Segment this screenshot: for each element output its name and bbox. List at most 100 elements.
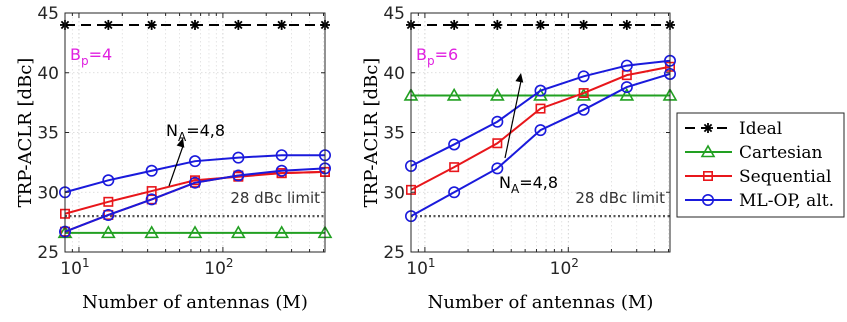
y-tick-label: 40 <box>37 64 59 84</box>
annotation-arrowhead <box>176 138 185 148</box>
limit-label: 28 dBc limit <box>230 189 320 207</box>
legend-label: Cartesian <box>739 143 822 163</box>
legend-marker <box>703 123 713 133</box>
data-point <box>102 174 115 187</box>
series-line <box>64 154 325 194</box>
data-point <box>449 19 460 30</box>
legend: Ideal Cartesian Sequential ML-OP, alt. <box>676 112 845 218</box>
limit-label: 28 dBc limit <box>575 189 665 207</box>
data-point <box>577 70 590 83</box>
data-point-shape <box>146 194 157 205</box>
data-point <box>578 19 589 30</box>
data-point-stroke <box>579 20 588 30</box>
x-axis-label: Number of antennas (M) <box>82 292 308 313</box>
data-point-shape <box>274 225 290 239</box>
data-point <box>146 19 157 30</box>
series-line <box>410 65 671 191</box>
data-point-shape <box>577 103 590 116</box>
data-point-shape <box>535 103 546 114</box>
data-point <box>620 59 633 72</box>
data-point <box>534 84 547 97</box>
data-point-shape <box>491 162 504 175</box>
data-point <box>276 19 287 30</box>
legend-marker-stroke <box>703 123 713 133</box>
legend-entry: Sequential <box>685 167 831 187</box>
legend-entry: Ideal <box>685 119 782 139</box>
data-point <box>492 138 503 149</box>
data-point <box>275 149 288 162</box>
data-point-shape <box>189 155 202 168</box>
y-tick-label: 30 <box>383 183 405 203</box>
data-point <box>491 162 504 175</box>
data-point-shape <box>230 225 246 239</box>
data-point-shape <box>187 225 203 239</box>
data-point-shape <box>102 174 115 187</box>
chart-panel-left: 28 dBc limit 25 30 35 40 45 101 102 Number of an… <box>15 4 333 313</box>
data-point-stroke <box>622 20 632 30</box>
data-point <box>275 164 288 177</box>
data-point-stroke <box>147 20 156 30</box>
data-point <box>187 225 203 239</box>
data-point-shape <box>578 88 589 99</box>
series-line <box>410 72 671 218</box>
data-point-stroke <box>449 20 459 30</box>
y-tick-label: 25 <box>37 243 59 263</box>
data-point-shape <box>232 169 245 182</box>
data-point-shape <box>449 162 460 173</box>
data-point-stroke <box>536 20 545 30</box>
data-point-shape <box>145 164 158 177</box>
data-point-shape <box>100 225 116 239</box>
data-point <box>103 196 114 207</box>
panel-label: Bp=4 <box>70 45 112 68</box>
data-point-shape <box>103 196 114 207</box>
data-point <box>448 186 461 199</box>
data-point <box>103 209 114 220</box>
data-point <box>535 103 546 114</box>
data-point <box>103 19 114 30</box>
data-point <box>492 19 503 30</box>
legend-marker-shape <box>701 194 714 207</box>
data-point-shape <box>145 193 158 206</box>
data-point <box>102 208 115 221</box>
data-point-shape <box>620 81 633 94</box>
data-point-shape <box>275 149 288 162</box>
legend-label: Ideal <box>739 119 782 139</box>
data-point-shape <box>448 186 461 199</box>
data-point-shape <box>446 87 462 101</box>
legend-entry: Cartesian <box>685 143 822 163</box>
data-point <box>144 225 160 239</box>
legend-marker <box>702 171 713 182</box>
data-point <box>232 151 245 164</box>
annotation-label: NA=4,8 <box>499 173 558 196</box>
x-tick-label: 102 <box>204 256 233 279</box>
data-point <box>274 225 290 239</box>
legend-entry: ML-OP, alt. <box>685 191 834 211</box>
data-point <box>621 19 632 30</box>
data-point-shape <box>577 70 590 83</box>
data-point-shape <box>534 84 547 97</box>
data-point-shape <box>619 87 635 101</box>
y-tick-label: 30 <box>37 183 59 203</box>
series-line <box>410 59 671 167</box>
data-point-stroke <box>493 20 502 30</box>
data-point <box>145 193 158 206</box>
data-point <box>232 169 245 182</box>
data-point-shape <box>492 138 503 149</box>
data-point <box>145 164 158 177</box>
data-point-shape <box>491 115 504 128</box>
data-point-shape <box>534 124 547 137</box>
data-point <box>577 103 590 116</box>
series-line <box>64 167 326 233</box>
data-point <box>449 162 460 173</box>
x-tick-label: 101 <box>406 256 435 279</box>
y-axis-label: TRP-ACLR [dBc] <box>15 58 36 208</box>
data-point <box>448 138 461 151</box>
data-point <box>446 87 462 101</box>
data-point <box>146 194 157 205</box>
legend-label: ML-OP, alt. <box>739 191 834 211</box>
data-point-stroke <box>104 20 113 30</box>
y-tick-label: 45 <box>37 4 59 24</box>
legend-marker-shape <box>702 171 713 182</box>
data-point <box>491 115 504 128</box>
